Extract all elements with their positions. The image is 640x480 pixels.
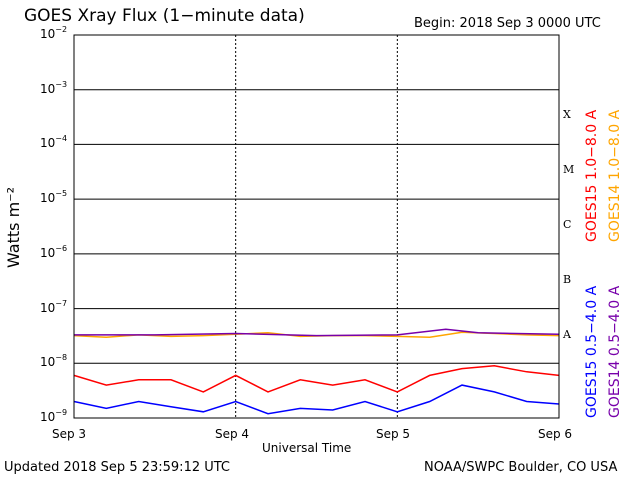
y-tick-label: 10−8	[40, 353, 68, 370]
updated-timestamp: Updated 2018 Sep 5 23:59:12 UTC	[4, 460, 231, 475]
class-label-b: B	[563, 273, 572, 286]
begin-time: Begin: 2018 Sep 3 0000 UTC	[414, 16, 601, 31]
class-label-a: A	[563, 328, 571, 341]
series-line	[73, 384, 560, 415]
x-tick-sep3: Sep 3	[52, 427, 87, 441]
legend-goes14-short: GOES14 0.5−4.0 A	[607, 285, 623, 418]
y-tick-label: 10−6	[40, 243, 68, 260]
credit-text: NOAA/SWPC Boulder, CO USA	[424, 460, 618, 475]
x-tick-sep4: Sep 4	[215, 427, 250, 441]
x-tick-sep6: Sep 6	[538, 427, 573, 441]
series-line	[73, 365, 560, 393]
chart-series	[73, 328, 560, 415]
plot-frame	[73, 34, 560, 419]
class-label-m: M	[563, 163, 575, 176]
chart-grid	[74, 35, 559, 418]
legend-goes14-long: GOES14 1.0−8.0 A	[607, 109, 623, 242]
legend-goes15-long: GOES15 1.0−8.0 A	[584, 109, 600, 242]
class-label-c: C	[563, 218, 572, 231]
y-tick-label: 10−4	[40, 134, 68, 151]
class-label-x: X	[563, 108, 571, 121]
y-tick-label: 10−9	[40, 408, 68, 424]
page-title: GOES Xray Flux (1−minute data)	[24, 6, 305, 26]
y-axis-label: Watts m⁻²	[4, 186, 23, 268]
series-line	[74, 328, 560, 337]
x-tick-sep5: Sep 5	[376, 427, 411, 441]
y-tick-label: 10−3	[40, 79, 68, 96]
y-tick-label: 10−2	[40, 25, 68, 41]
y-tick-label: 10−7	[40, 298, 68, 315]
y-tick-label: 10−5	[40, 189, 68, 206]
legend-goes15-short: GOES15 0.5−4.0 A	[584, 285, 600, 418]
x-axis-label: Universal Time	[262, 441, 352, 455]
